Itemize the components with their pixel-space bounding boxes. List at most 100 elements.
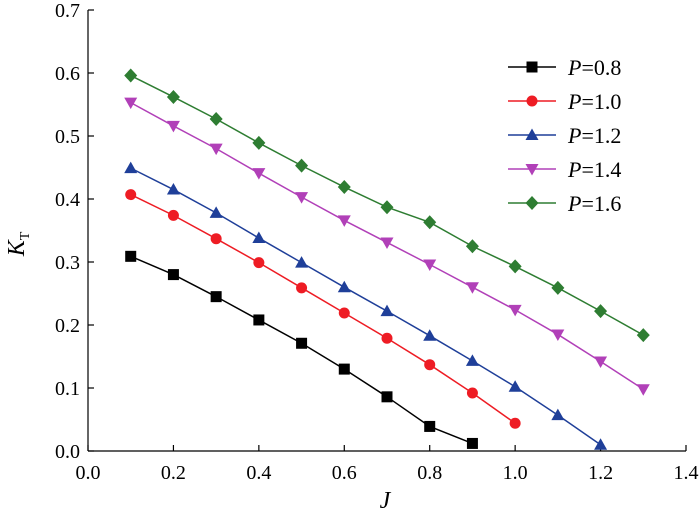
data-point [551, 408, 565, 421]
data-point [423, 329, 437, 341]
y-axis-label-subscript: T [18, 231, 33, 240]
data-point [508, 259, 522, 274]
data-point [466, 437, 478, 449]
data-point [465, 282, 479, 294]
data-point [209, 111, 223, 126]
data-point [337, 180, 351, 195]
x-tick-label: 0.8 [417, 462, 442, 484]
data-point [465, 239, 479, 254]
y-tick-label: 0.0 [55, 441, 80, 463]
data-point [252, 135, 266, 150]
series-3 [124, 97, 650, 396]
legend-item: P=1.2 [508, 123, 621, 148]
series-1 [125, 189, 521, 429]
data-point [252, 168, 266, 180]
legend-label: P=1.4 [567, 157, 621, 182]
data-point [424, 420, 436, 432]
data-point [636, 328, 650, 343]
series-0 [125, 250, 478, 449]
legend-item: P=0.8 [508, 55, 621, 80]
y-tick-label: 0.4 [55, 189, 80, 211]
data-point [594, 304, 608, 319]
data-point [466, 387, 478, 399]
series-line [130, 193, 516, 424]
data-point [423, 259, 437, 272]
data-point [380, 200, 394, 215]
x-axis-label: J [380, 488, 392, 514]
data-point [210, 233, 222, 245]
data-point [124, 161, 138, 174]
data-point [124, 97, 138, 110]
data-point [509, 417, 521, 429]
x-tick-label: 0.4 [246, 462, 271, 484]
legend-label: P=1.0 [567, 89, 621, 114]
data-point [296, 282, 308, 294]
legend-item: P=1.6 [508, 191, 621, 216]
series-4 [124, 68, 650, 343]
y-tick-label: 0.2 [55, 315, 80, 337]
y-tick-label: 0.7 [55, 0, 80, 22]
data-point [167, 269, 179, 281]
x-tick-label: 0.2 [161, 462, 186, 484]
data-point [338, 307, 350, 319]
data-point [296, 337, 308, 349]
data-point [380, 304, 394, 317]
legend-item: P=1.4 [508, 157, 621, 182]
data-point [551, 280, 565, 295]
data-point [125, 250, 137, 262]
data-point [551, 329, 565, 341]
data-point [252, 231, 266, 244]
data-point [295, 256, 309, 268]
data-point [209, 206, 223, 218]
x-tick-label: 0.6 [332, 462, 357, 484]
data-point [381, 332, 393, 344]
legend: P=0.8 P=1.0 P=1.2 P=1.4 P=1.6 [508, 55, 621, 216]
y-tick-label: 0.3 [55, 252, 80, 274]
x-tick-label: 1.0 [503, 462, 528, 484]
data-point [423, 215, 437, 230]
data-point [295, 192, 309, 204]
x-tick-label: 1.2 [588, 462, 613, 484]
data-point [166, 120, 180, 133]
data-point [594, 438, 608, 450]
series-line [130, 167, 601, 446]
series-2 [124, 161, 608, 450]
data-point [424, 359, 436, 371]
legend-label: P=1.6 [567, 191, 621, 216]
y-tick-label: 0.5 [55, 126, 80, 148]
data-point [380, 237, 394, 249]
x-tick-label: 0.0 [76, 462, 101, 484]
data-point [166, 183, 180, 195]
data-point [508, 380, 522, 392]
data-point [338, 363, 350, 375]
y-tick-label: 0.6 [55, 63, 80, 85]
axes: 0.0 0.2 0.4 0.6 0.8 1.0 1.2 1.4 0.0 0.1 0.2 0.3 0.4 0… [55, 0, 699, 484]
x-tick-label: 1.4 [674, 462, 699, 484]
y-tick-label: 0.1 [55, 378, 80, 400]
y-axis-label-main: K [4, 238, 30, 257]
plot-series [124, 68, 650, 450]
legend-marker [525, 128, 539, 140]
data-point [337, 280, 351, 293]
data-point [209, 143, 223, 156]
legend-marker [526, 95, 538, 107]
data-point [636, 384, 650, 396]
data-point [210, 291, 222, 303]
data-point [508, 304, 522, 317]
data-point [253, 257, 265, 269]
legend-item: P=1.0 [508, 89, 621, 114]
data-point [295, 158, 309, 173]
legend-marker [526, 61, 538, 73]
data-point [124, 68, 138, 83]
legend-label: P=1.2 [567, 123, 621, 148]
data-point [594, 356, 608, 369]
data-point [125, 189, 137, 201]
data-point [465, 354, 479, 366]
data-point [167, 209, 179, 221]
data-point [337, 215, 351, 227]
data-point [253, 314, 265, 326]
legend-marker [525, 164, 539, 176]
legend-marker [525, 196, 539, 210]
data-point [166, 89, 180, 104]
